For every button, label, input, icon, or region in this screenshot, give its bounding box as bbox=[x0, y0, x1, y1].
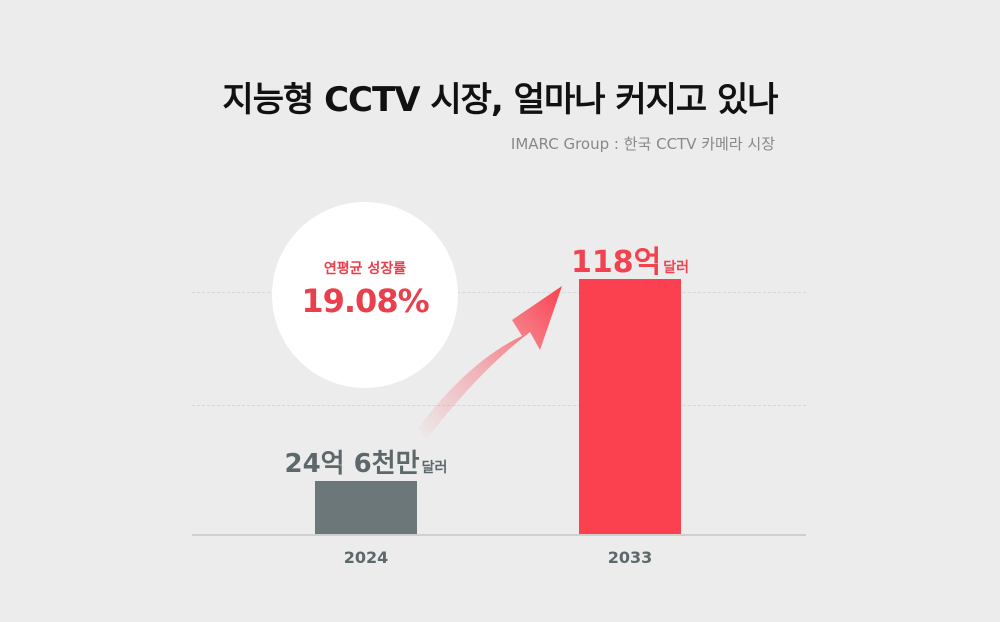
gridline-upper bbox=[192, 292, 806, 293]
growth-rate-circle: 연평균 성장률 19.08% bbox=[272, 202, 458, 388]
bar-value-unit: 달러 bbox=[421, 460, 448, 476]
bar-2024 bbox=[315, 481, 417, 534]
bar-value-label-2033: 118억 달러 bbox=[571, 237, 689, 281]
bar-2033 bbox=[579, 279, 681, 534]
x-tick-label-2024: 2024 bbox=[343, 548, 389, 567]
chart-title: 지능형 CCTV 시장, 얼마나 커지고 있나 bbox=[222, 80, 778, 120]
source-note: IMARC Group : 한국 CCTV 카메라 시장 bbox=[510, 135, 775, 153]
bar-value-label-2024: 24억 6천만 달러 bbox=[285, 443, 448, 480]
growth-rate-label: 연평균 성장률 bbox=[323, 261, 407, 277]
bar-value-text: 24억 6천만 bbox=[284, 449, 420, 479]
bar-value-text: 118억 bbox=[571, 245, 662, 280]
growth-rate-value: 19.08% bbox=[301, 282, 429, 320]
x-tick-label-2033: 2033 bbox=[607, 548, 653, 567]
x-axis-baseline bbox=[192, 534, 806, 536]
gridline-lower bbox=[192, 405, 806, 406]
bar-value-unit: 달러 bbox=[663, 260, 689, 276]
